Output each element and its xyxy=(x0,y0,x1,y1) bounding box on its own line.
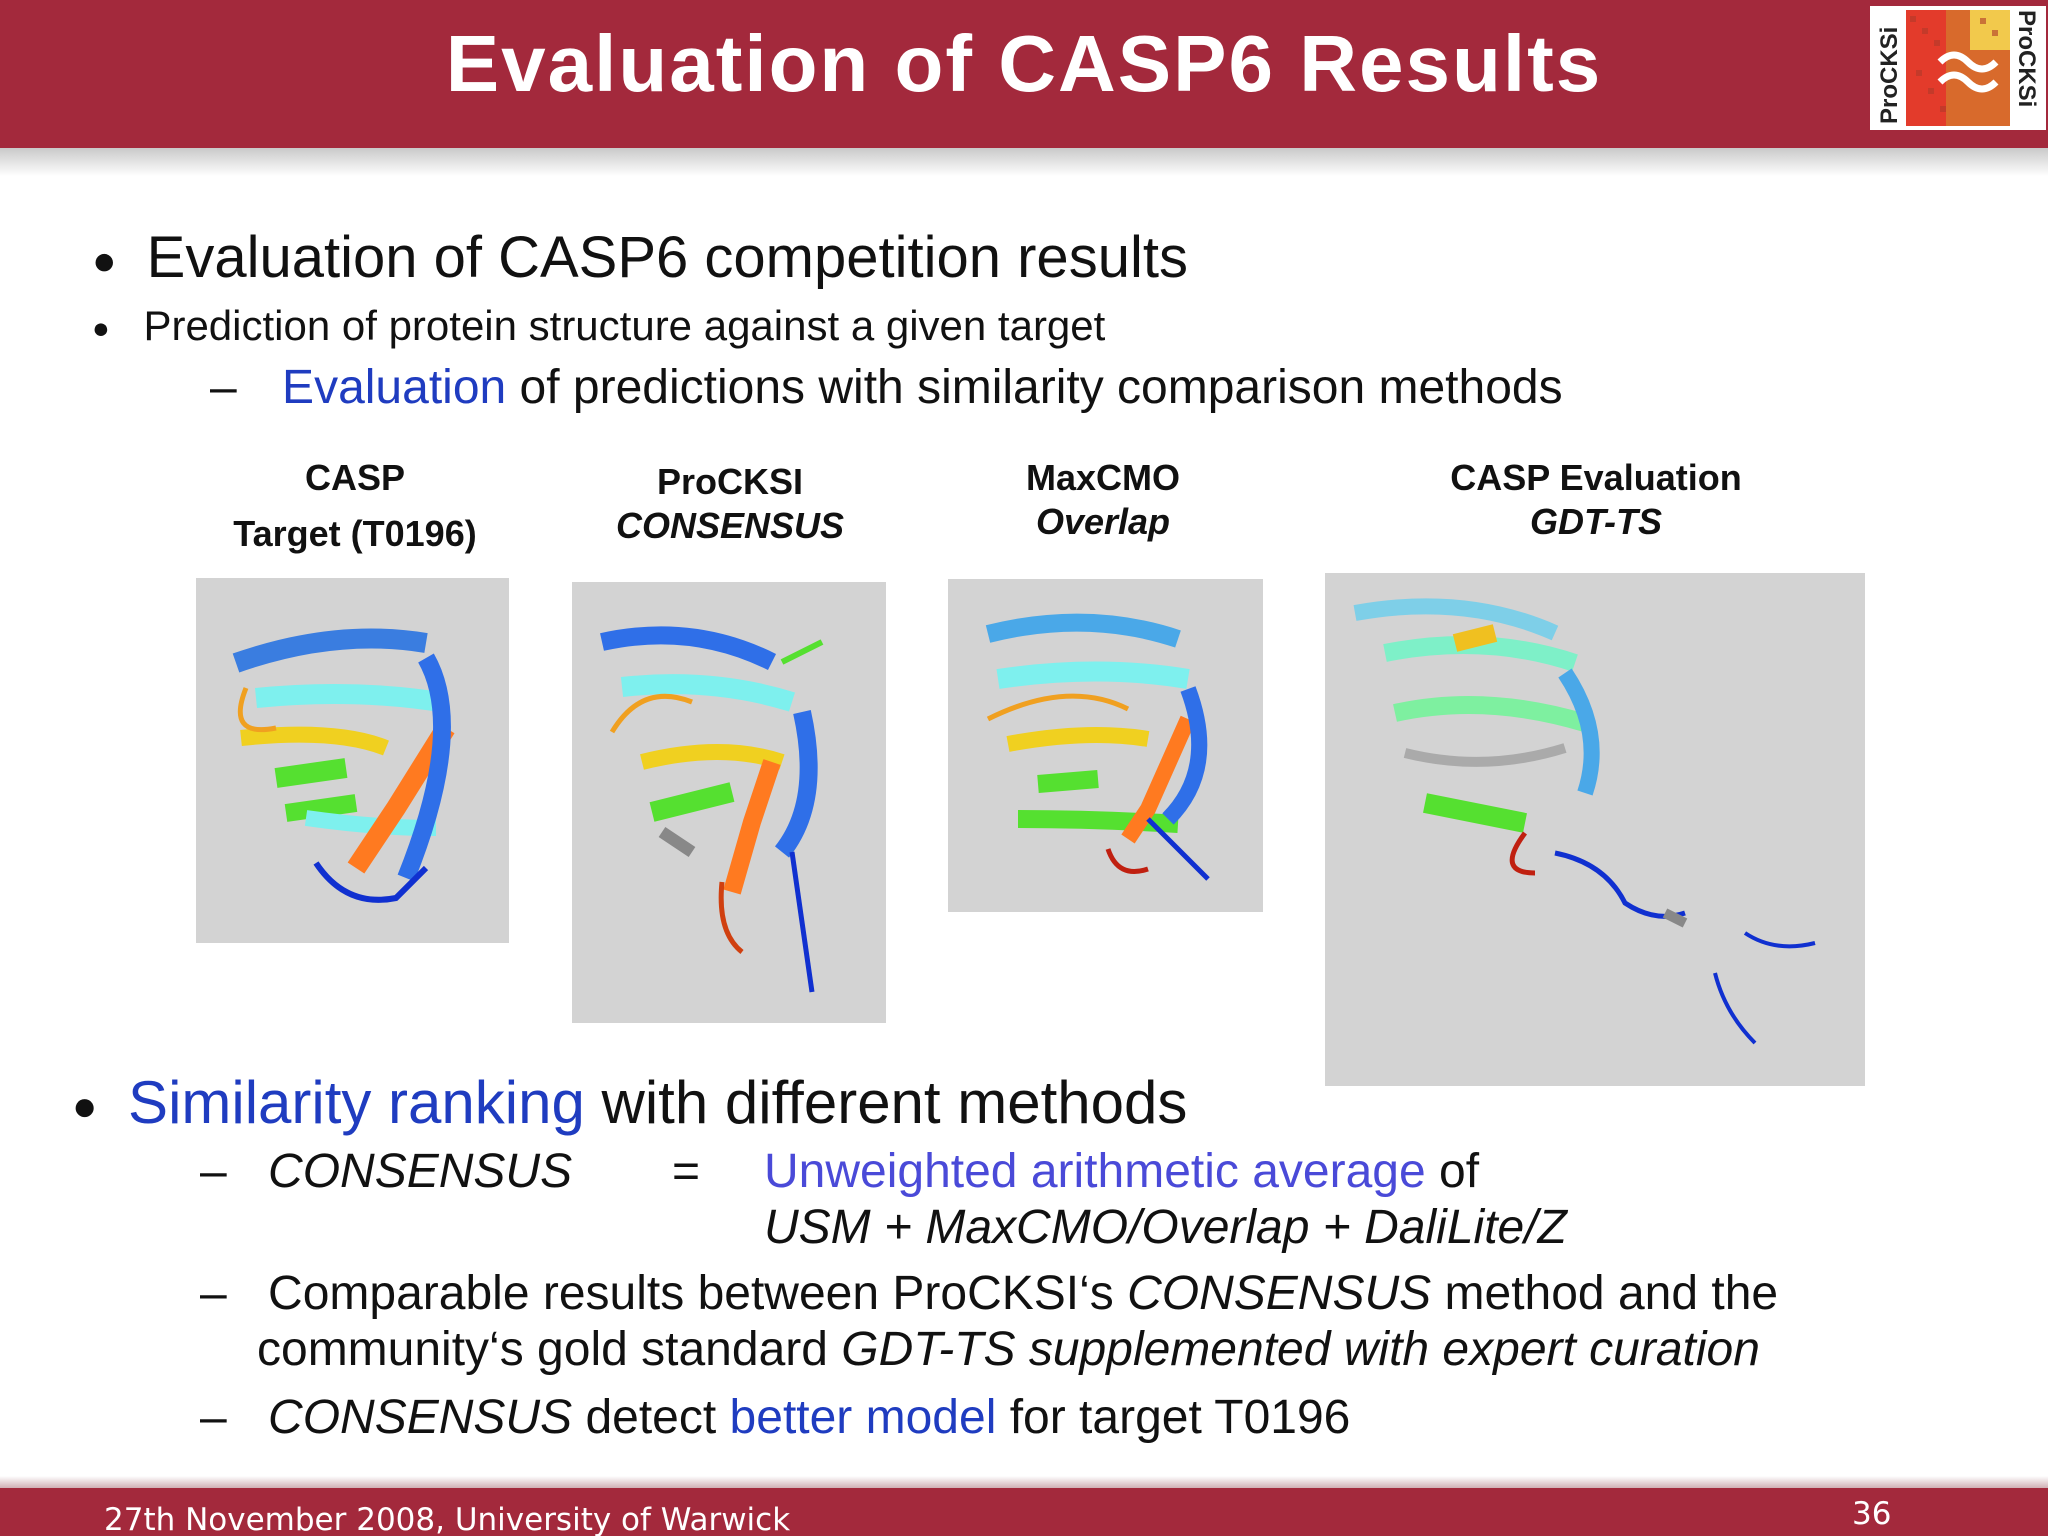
consensus-definition: Unweighted arithmetic average of xyxy=(764,1144,1479,1199)
protein-image-gdt-ts xyxy=(1325,573,1865,1086)
bullet-dot: ● xyxy=(92,236,117,283)
protein-image-overlap xyxy=(948,579,1263,912)
dash: – xyxy=(200,1145,227,1198)
consensus-term: CONSENSUS xyxy=(268,1145,573,1198)
dash: – xyxy=(200,1391,227,1444)
gdt-ts-term: GDT-TS supplemented with expert curation xyxy=(841,1323,1760,1376)
better-model-highlight: better model xyxy=(729,1391,997,1444)
bullet-prediction: ● Prediction of protein structure agains… xyxy=(92,302,1105,350)
evaluation-highlight: Evaluation xyxy=(282,361,507,414)
subbullet-consensus-definition: – CONSENSUS xyxy=(200,1144,572,1199)
subbullet-text: of predictions with similarity compariso… xyxy=(506,361,1563,414)
subbullet-evaluation: – Evaluation of predictions with similar… xyxy=(210,360,1563,415)
bullet-dot: ● xyxy=(92,311,110,345)
protein-image-consensus xyxy=(572,582,886,1023)
page-number: 36 xyxy=(1852,1496,1892,1532)
slide-title: Evaluation of CASP6 Results xyxy=(445,19,1603,108)
subbullet-better-model: – CONSENSUS detect better model for targ… xyxy=(200,1390,1350,1445)
caption-line2: Target (T0196) xyxy=(233,513,477,554)
equals-sign: = xyxy=(672,1145,701,1198)
bullet-dot: ● xyxy=(72,1081,98,1129)
protein-image-target xyxy=(196,578,509,943)
bullet-casp6-results: ● Evaluation of CASP6 competition result… xyxy=(92,224,1188,291)
of-text: of xyxy=(1425,1145,1480,1198)
dash: – xyxy=(200,1267,227,1320)
caption-casp-target: CASP Target (T0196) xyxy=(205,456,505,556)
bullet-text: Prediction of protein structure against … xyxy=(143,302,1106,349)
footer-shadow xyxy=(0,1476,2048,1488)
logo-text-right: ProCKSi xyxy=(2013,10,2040,108)
text-segment: detect xyxy=(572,1391,730,1444)
caption-line2: GDT-TS xyxy=(1530,501,1662,542)
text-segment: community‘s gold standard xyxy=(257,1323,842,1376)
title-bar-shadow xyxy=(0,148,2048,176)
subbullet-comparable-results: – Comparable results between ProCKSI‘s C… xyxy=(200,1266,1778,1321)
similarity-ranking-highlight: Similarity ranking xyxy=(128,1069,585,1136)
footer-bar xyxy=(0,1488,2048,1536)
caption-line1: MaxCMO xyxy=(1025,457,1181,498)
caption-procksi-consensus: ProCKSI CONSENSUS xyxy=(580,460,880,548)
bullet-similarity-ranking: ● Similarity ranking with different meth… xyxy=(72,1068,1187,1137)
caption-casp-gdt-ts: CASP Evaluation GDT-TS xyxy=(1396,456,1796,544)
average-highlight: Unweighted arithmetic average xyxy=(764,1145,1426,1198)
text-segment: Comparable results between ProCKSI‘s xyxy=(268,1267,1128,1320)
logo-text-left: ProCKSi xyxy=(1876,26,1903,124)
caption-line1: CASP Evaluation xyxy=(1450,457,1742,498)
consensus-term: CONSENSUS xyxy=(268,1391,573,1444)
caption-line2: CONSENSUS xyxy=(615,505,845,546)
subbullet-comparable-results-line2: community‘s gold standard GDT-TS supplem… xyxy=(257,1322,1760,1377)
consensus-formula: USM + MaxCMO/Overlap + DaliLite/Z xyxy=(764,1201,1567,1254)
text-segment: method and the xyxy=(1431,1267,1779,1320)
footer-date-venue: 27th November 2008, University of Warwic… xyxy=(104,1502,791,1538)
dash: – xyxy=(210,361,237,414)
bullet-text: Evaluation of CASP6 competition results xyxy=(146,225,1188,290)
title-bar xyxy=(0,0,2048,148)
consensus-term: CONSENSUS xyxy=(1127,1267,1432,1320)
caption-line1: ProCKSI xyxy=(656,461,804,502)
bullet-text: with different methods xyxy=(584,1069,1188,1136)
caption-line2: Overlap xyxy=(1035,501,1171,542)
text-segment: for target T0196 xyxy=(996,1391,1351,1444)
caption-maxcmo-overlap: MaxCMO Overlap xyxy=(953,456,1253,544)
procksi-logo: ProCKSi ProCKSi xyxy=(1870,6,2046,130)
caption-line1: CASP xyxy=(304,457,406,498)
